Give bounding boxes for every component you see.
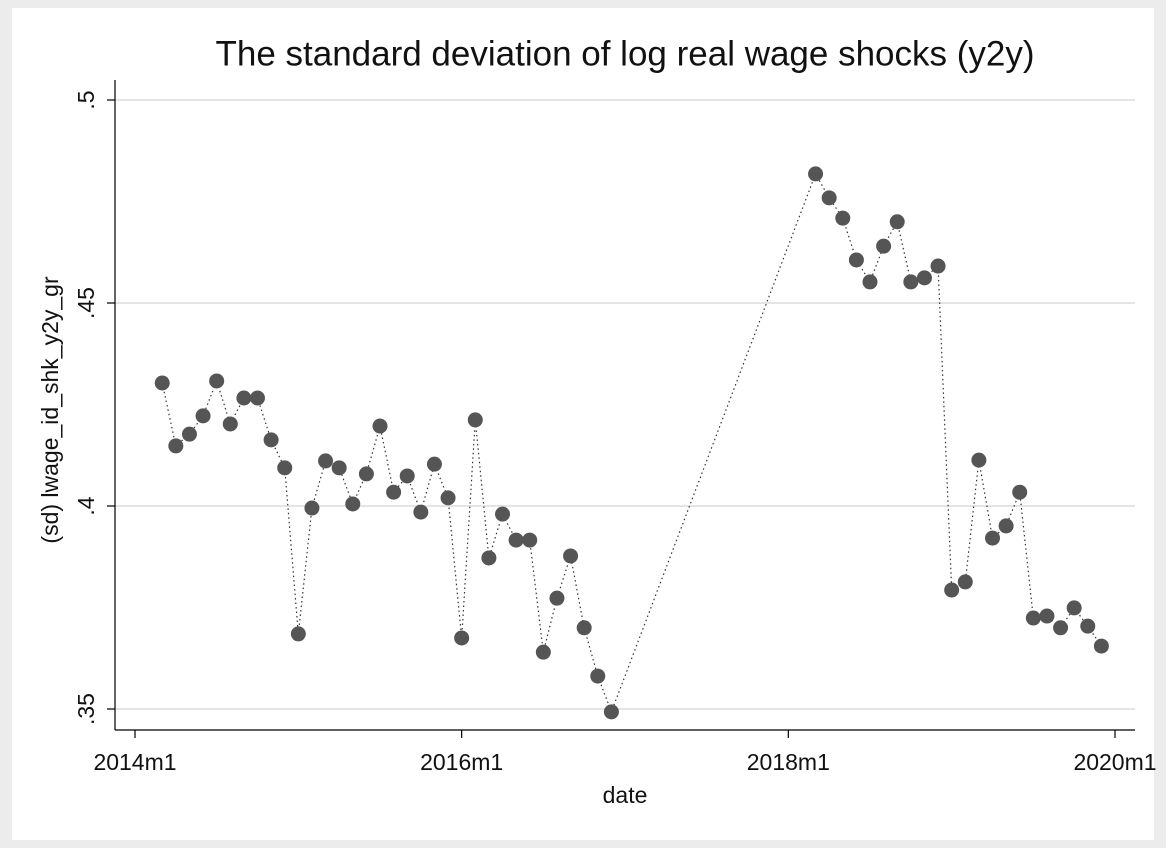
data-point (195, 408, 211, 424)
data-point (1039, 608, 1055, 624)
data-point (372, 418, 388, 434)
data-point (413, 504, 429, 520)
data-point (862, 274, 878, 290)
data-point (358, 466, 374, 482)
y-tick-label: .4 (73, 496, 99, 515)
data-point (590, 668, 606, 684)
series-line (161, 172, 1102, 714)
x-tick-label: 2016m1 (420, 749, 503, 775)
data-point (290, 626, 306, 642)
data-point (1053, 620, 1069, 636)
data-point (985, 530, 1000, 546)
data-point (467, 412, 483, 428)
data-point (998, 518, 1014, 534)
data-point (399, 468, 415, 484)
data-point (563, 548, 579, 564)
data-point (168, 438, 184, 454)
x-tick-label: 2018m1 (747, 749, 830, 775)
y-tick-label: .35 (73, 693, 99, 725)
data-point (250, 390, 265, 406)
data-point (454, 630, 470, 646)
data-point (331, 460, 347, 476)
y-tick-label: .5 (73, 90, 99, 109)
data-point (835, 210, 851, 226)
data-point (821, 190, 837, 206)
data-point (944, 582, 960, 598)
chart-title: The standard deviation of log real wage … (215, 34, 1034, 73)
data-point (535, 644, 551, 660)
data-point (903, 274, 919, 290)
data-point (345, 496, 361, 512)
data-point (889, 214, 905, 230)
data-point (154, 375, 170, 391)
data-point (236, 390, 252, 406)
data-point (209, 373, 225, 389)
x-tick-label: 2014m1 (93, 749, 176, 775)
data-point (495, 506, 510, 522)
data-point (386, 484, 402, 500)
data-point (1066, 600, 1082, 616)
data-point (508, 532, 524, 548)
data-point (304, 500, 320, 516)
x-tick-label: 2020m1 (1073, 749, 1156, 775)
data-point (971, 452, 987, 468)
data-point (930, 258, 946, 274)
data-point (549, 590, 565, 606)
data-point (808, 166, 824, 182)
y-axis-title: (sd) lwage_id_shk_y2y_gr (37, 276, 63, 544)
data-point (481, 550, 497, 566)
data-point (440, 490, 456, 506)
data-point (426, 456, 442, 472)
data-point (1080, 618, 1096, 634)
data-point (222, 416, 238, 432)
data-point (1025, 610, 1041, 626)
data-point (181, 426, 197, 442)
data-point (957, 574, 973, 590)
y-tick-label: .45 (73, 287, 99, 319)
data-point (522, 532, 538, 548)
data-point (848, 252, 864, 268)
data-point (318, 453, 334, 469)
data-point (576, 620, 592, 636)
data-point (876, 238, 892, 254)
data-point (1093, 638, 1109, 654)
graph-region (12, 8, 1154, 840)
data-point (603, 704, 619, 720)
data-point (916, 270, 932, 286)
x-axis-title: date (603, 782, 648, 808)
data-point (1012, 484, 1028, 500)
data-point (277, 460, 293, 476)
data-point (263, 432, 279, 448)
